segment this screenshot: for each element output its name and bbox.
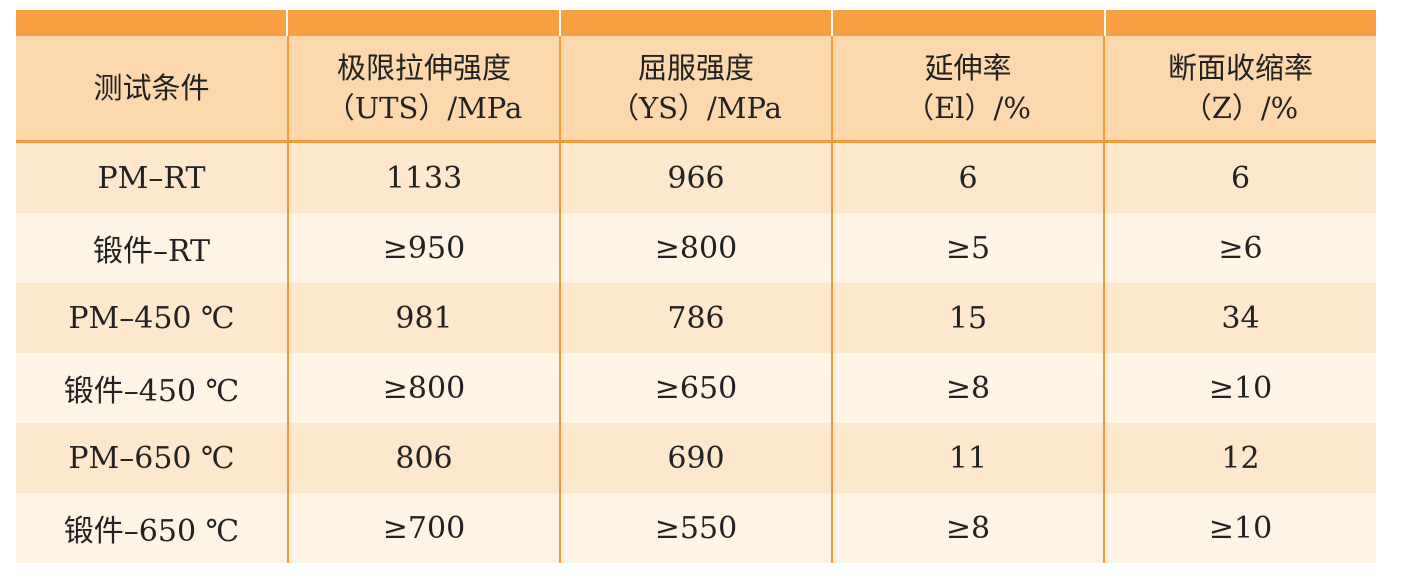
properties-table: 测试条件 极限拉伸强度 （UTS）/MPa 屈服强度 （YS）/MPa 延伸率 …: [16, 36, 1376, 563]
header-cell-ys: 屈服强度 （YS）/MPa: [559, 36, 832, 143]
table-cell: 981: [287, 283, 560, 353]
table-cell: 锻件–450 ℃: [16, 353, 288, 423]
header-cell-condition: 测试条件: [16, 36, 288, 143]
table-cell: 15: [831, 283, 1104, 353]
header-label: 测试条件: [93, 71, 210, 105]
header-unit: （Z）/%: [1182, 91, 1299, 125]
header-label: 断面收缩率: [1167, 51, 1313, 85]
table-cell: ≥700: [287, 493, 560, 563]
table-cell: ≥10: [1103, 493, 1376, 563]
table-cell: 锻件–650 ℃: [16, 493, 288, 563]
table-cell: 966: [559, 141, 832, 213]
table-cell: 11: [831, 423, 1104, 493]
table-cell: ≥10: [1103, 353, 1376, 423]
table-cell: 786: [559, 283, 832, 353]
table-row: PM–650 ℃ 806 690 11 12: [16, 423, 1376, 493]
header-label: 延伸率: [924, 51, 1012, 85]
table-cell: 6: [831, 141, 1104, 213]
table-cell: 1133: [287, 141, 560, 213]
table-row: PM–450 ℃ 981 786 15 34: [16, 283, 1376, 353]
table-cell: ≥800: [287, 353, 560, 423]
header-cell-reduction: 断面收缩率 （Z）/%: [1103, 36, 1376, 143]
table-cell: 690: [559, 423, 832, 493]
properties-table-container: 测试条件 极限拉伸强度 （UTS）/MPa 屈服强度 （YS）/MPa 延伸率 …: [16, 10, 1377, 563]
table-cell: 34: [1103, 283, 1376, 353]
table-cell: ≥650: [559, 353, 832, 423]
table-row: 锻件–650 ℃ ≥700 ≥550 ≥8 ≥10: [16, 493, 1376, 563]
table-cell: PM–450 ℃: [16, 283, 288, 353]
table-cell: 锻件–RT: [16, 213, 288, 283]
table-cell: ≥550: [559, 493, 832, 563]
table-cell: PM–RT: [16, 141, 288, 213]
table-cell: ≥8: [831, 353, 1104, 423]
table-row: PM–RT 1133 966 6 6: [16, 141, 1376, 213]
table-cell: PM–650 ℃: [16, 423, 288, 493]
header-unit: （YS）/MPa: [610, 91, 782, 125]
table-cell: ≥8: [831, 493, 1104, 563]
table-cell: ≥5: [831, 213, 1104, 283]
header-label: 屈服强度: [637, 51, 754, 85]
table-cell: ≥6: [1103, 213, 1376, 283]
table-cell: ≥800: [559, 213, 832, 283]
header-unit: （El）/%: [905, 91, 1031, 125]
table-cell: 6: [1103, 141, 1376, 213]
header-label: 极限拉伸强度: [336, 51, 511, 85]
table-cell: ≥950: [287, 213, 560, 283]
table-row: 锻件–RT ≥950 ≥800 ≥5 ≥6: [16, 213, 1376, 283]
table-cell: 12: [1103, 423, 1376, 493]
header-row: 测试条件 极限拉伸强度 （UTS）/MPa 屈服强度 （YS）/MPa 延伸率 …: [16, 36, 1376, 143]
header-unit: （UTS）/MPa: [325, 91, 523, 125]
header-cell-uts: 极限拉伸强度 （UTS）/MPa: [287, 36, 560, 143]
table-row: 锻件–450 ℃ ≥800 ≥650 ≥8 ≥10: [16, 353, 1376, 423]
table-cell: 806: [287, 423, 560, 493]
header-color-band: [16, 10, 1377, 36]
header-cell-elongation: 延伸率 （El）/%: [831, 36, 1104, 143]
